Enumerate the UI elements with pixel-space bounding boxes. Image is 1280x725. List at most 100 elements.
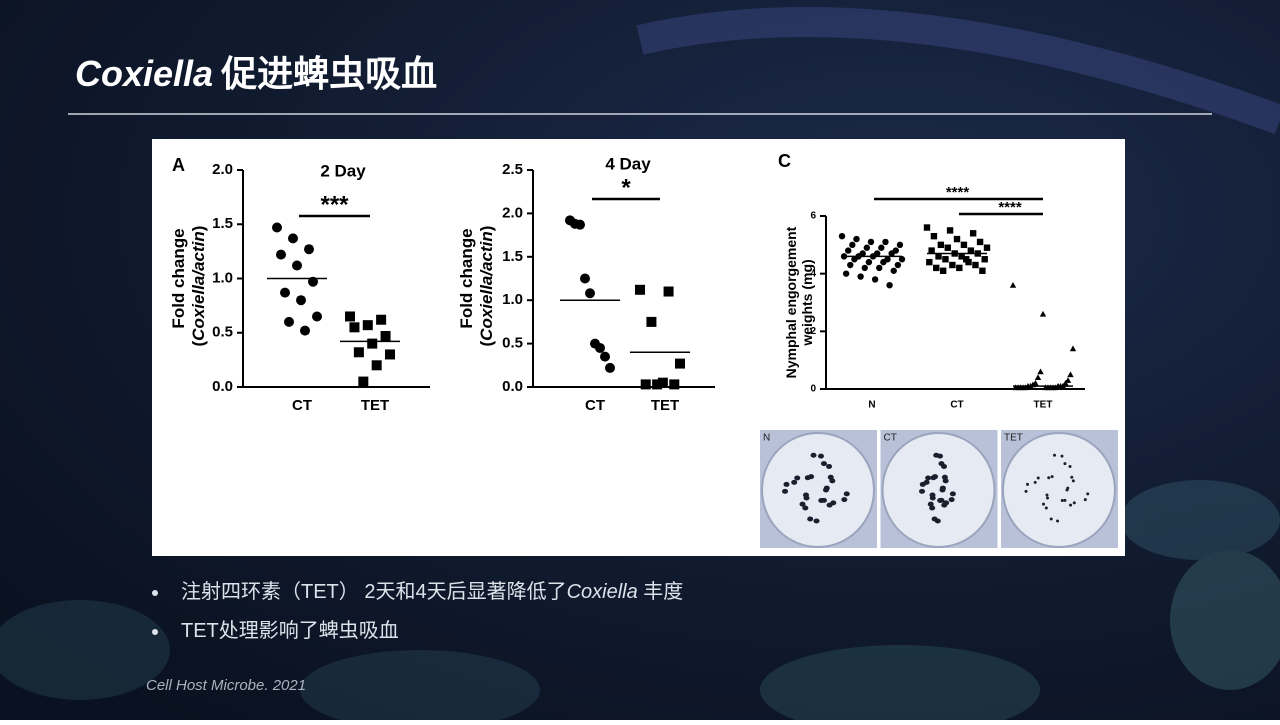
data-point [358,376,369,387]
data-point [838,232,846,240]
data-point [849,241,856,249]
data-point [983,244,991,251]
data-point [300,325,310,336]
tick-specimen [1025,482,1029,486]
tick-specimen [799,501,806,507]
tick-specimen [1083,498,1087,502]
data-point [600,351,610,362]
panel-label: C [778,151,791,171]
data-point [380,331,391,342]
data-point [880,258,887,266]
slide-title: Coxiella 促进蜱虫吸血 [75,53,437,94]
tick-specimen [1060,454,1064,458]
data-point [878,244,885,251]
data-point [851,256,858,263]
data-point [853,235,860,243]
bullet-dot [152,590,158,596]
data-point [847,261,854,269]
data-point [272,222,282,233]
y-tick-label: 2.0 [212,161,233,178]
data-point [898,256,906,263]
y-tick-label: 0.0 [502,378,523,395]
data-point [362,320,373,331]
data-point [979,267,986,274]
data-point [953,235,961,243]
significance-label: **** [998,199,1022,216]
tick-specimen [817,453,824,459]
data-point [944,244,951,251]
photo-label: N [763,433,770,444]
tick-specimen [923,479,930,485]
tick-specimen [820,497,827,503]
data-point [288,233,298,244]
significance-label: *** [320,191,349,218]
data-point [296,295,306,306]
tick-specimen [933,452,940,458]
tick-specimen [827,474,834,480]
data-point [1064,377,1072,383]
tick-specimen [930,475,937,481]
data-point [652,379,663,390]
tick-specimen [820,461,827,467]
data-point [845,247,852,254]
y-label-line: weights (mg) [799,259,815,346]
y-label-part: ) [477,226,496,232]
data-point [976,238,984,246]
bullet-part: Coxiella [567,581,638,603]
y-tick-label: 1.5 [212,215,233,232]
tick-specimen [949,491,956,497]
data-point [949,261,956,269]
data-point [304,244,314,255]
y-tick-label: 1.0 [212,269,233,286]
tick-specimen [948,497,955,503]
tick-specimen [938,497,945,503]
data-point [933,264,940,272]
tick-specimen [1045,493,1049,497]
y-tick-label: 0.5 [212,324,233,341]
data-point [284,316,294,327]
data-point [896,241,904,249]
data-point [876,264,883,272]
data-point [981,256,988,263]
tick-specimen [938,461,945,467]
data-point [280,287,290,298]
y-tick-label: 0 [810,384,816,395]
data-point [890,267,897,274]
tick-specimen [1071,479,1075,483]
tick-specimen [925,475,932,481]
tick-specimen [1069,503,1073,507]
y-tick-label: 2 [810,326,816,337]
data-point [930,232,938,240]
tick-specimen [1070,475,1074,479]
data-point [972,261,979,269]
y-axis-label: Nymphal engorgementweights (mg) [783,226,815,378]
data-point [1012,384,1019,391]
y-tick-label: 0.5 [502,335,523,352]
tick-specimen [927,501,934,507]
data-point [1069,345,1077,352]
tick-specimen [794,475,801,481]
tick-specimen [943,500,950,506]
data-point [960,241,968,249]
tick-specimen [1053,453,1057,457]
tick-specimen [813,518,820,524]
source: Cell Host Microbe. 2021 [146,677,306,694]
data-point [928,247,935,254]
y-label-part: ( [189,341,208,347]
tick-specimen [1056,519,1060,523]
data-point [935,253,942,260]
data-point [923,224,931,231]
chart-title: 4 Day [605,154,651,173]
data-point [926,258,933,266]
data-point [969,230,977,237]
tick-specimen [807,516,814,522]
data-point [376,314,387,325]
data-point [640,379,651,390]
bullet-part: TET处理影响了蜱虫吸血 [181,619,399,642]
photo-strip: N CT TET [760,430,1118,548]
data-point [1067,371,1074,378]
data-point [886,282,893,289]
data-point [963,256,970,263]
